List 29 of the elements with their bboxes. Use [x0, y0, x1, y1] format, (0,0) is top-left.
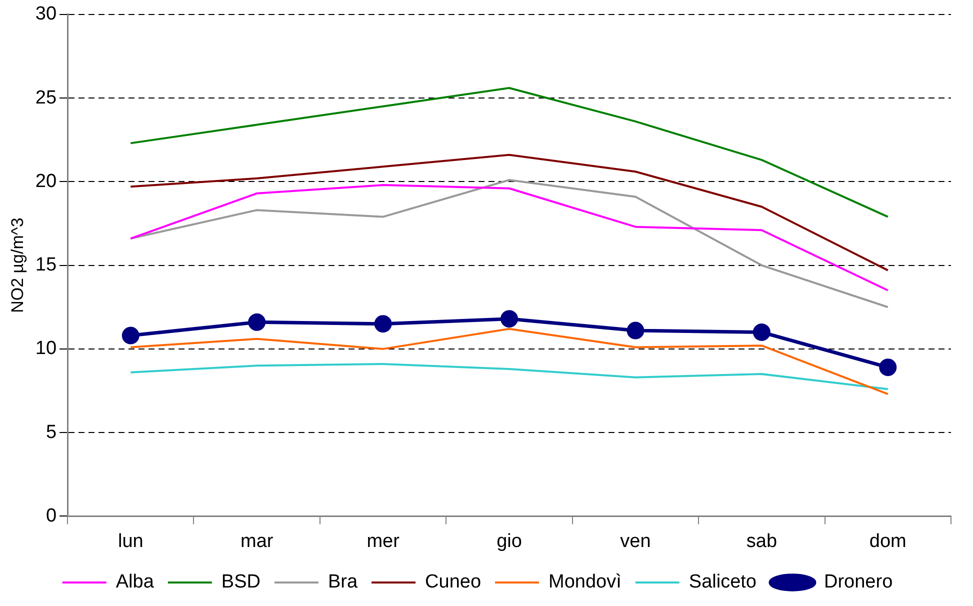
- legend-label: Dronero: [824, 572, 893, 593]
- y-tick-label: 5: [46, 422, 57, 443]
- y-tick-label: 30: [35, 4, 57, 25]
- legend-label: BSD: [221, 572, 260, 593]
- x-tick-label: mar: [240, 530, 274, 552]
- legend-label: Alba: [116, 572, 154, 593]
- x-tick-label: gio: [496, 530, 522, 552]
- y-tick-label: 0: [46, 505, 57, 526]
- point: [500, 310, 518, 328]
- x-tick-label: dom: [869, 530, 906, 552]
- x-tick-label: ven: [620, 530, 651, 552]
- y-tick-label: 10: [35, 338, 57, 360]
- y-tick-label: 25: [35, 87, 57, 108]
- point: [374, 315, 392, 333]
- legend-label: Saliceto: [688, 572, 756, 593]
- legend-label: Mondovì: [548, 572, 622, 593]
- legend-label: Cuneo: [425, 572, 482, 593]
- point: [879, 358, 897, 376]
- point: [122, 326, 140, 344]
- x-tick-label: sab: [746, 530, 778, 552]
- x-tick-label: lun: [118, 530, 144, 552]
- point: [626, 322, 644, 340]
- y-axis-title: NO2 µg/m^3: [8, 218, 27, 313]
- point: [752, 323, 770, 341]
- y-tick-label: 15: [35, 254, 57, 276]
- x-tick-label: mer: [366, 530, 400, 552]
- point: [248, 313, 266, 331]
- y-tick-label: 20: [35, 170, 57, 192]
- legend-label: Bra: [328, 572, 358, 593]
